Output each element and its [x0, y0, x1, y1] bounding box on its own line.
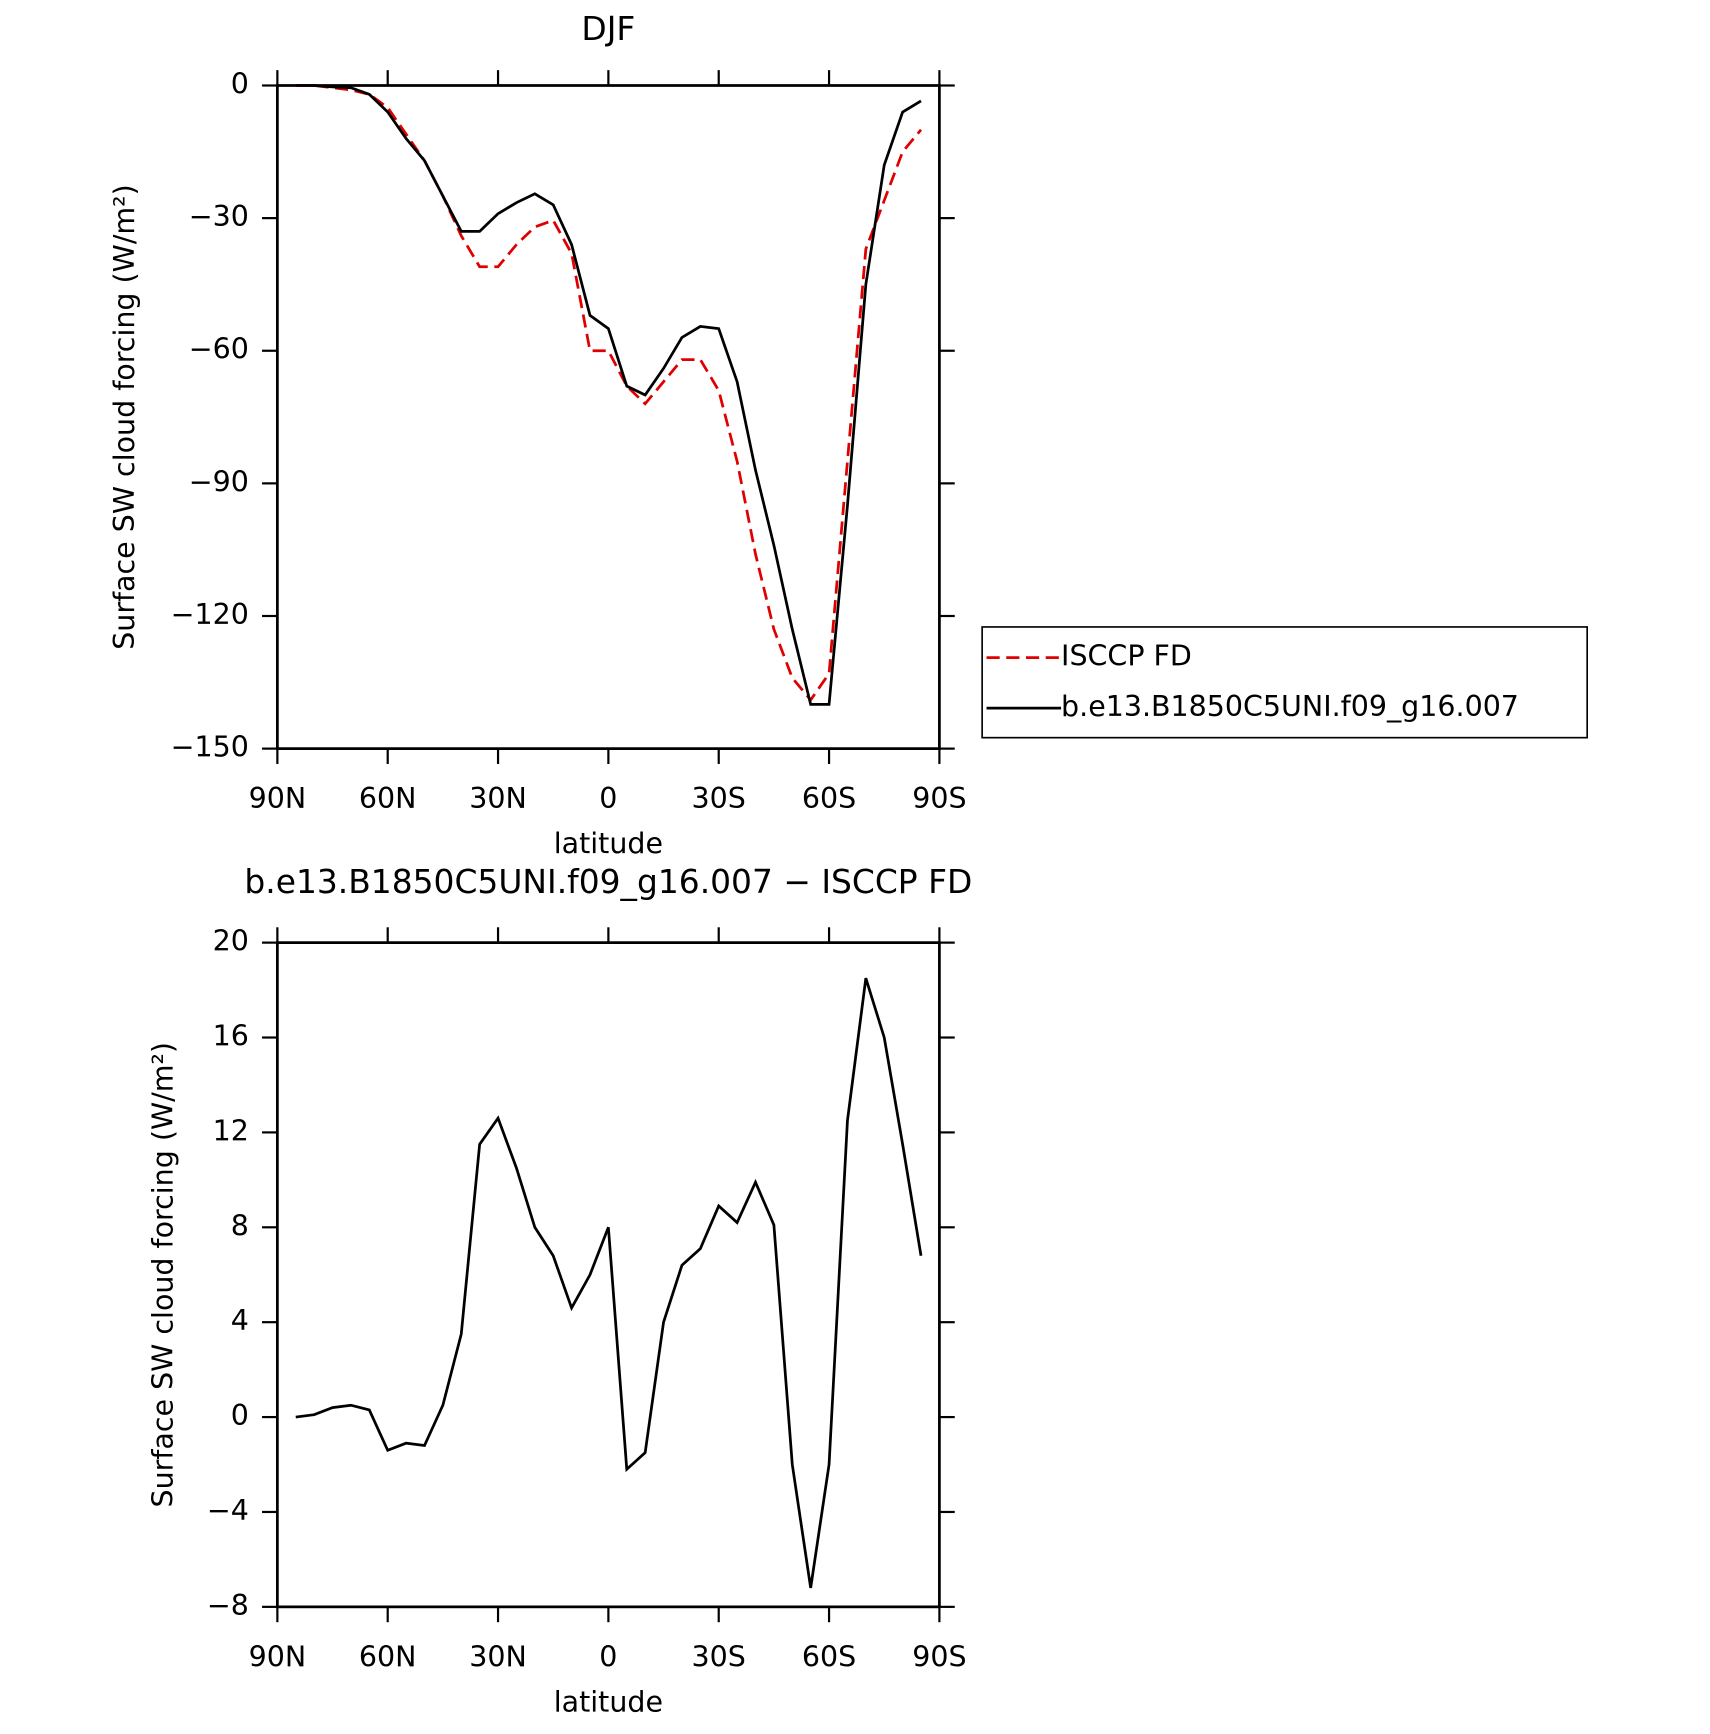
plot-frame	[275, 941, 941, 1609]
legend-label: b.e13.B1850C5UNI.f09_g16.007	[1061, 690, 1519, 723]
y-tick-label: 20	[213, 925, 249, 958]
x-axis-label: latitude	[554, 1685, 663, 1718]
y-tick-label: 0	[231, 67, 249, 100]
x-tick-label: 60N	[359, 1640, 417, 1673]
chart-title: b.e13.B1850C5UNI.f09_g16.007 − ISCCP FD	[244, 862, 972, 901]
x-tick-label: 90N	[249, 1640, 307, 1673]
x-axis-label: latitude	[554, 827, 663, 860]
data-line	[295, 84, 922, 706]
data-line	[295, 84, 923, 703]
y-tick-label: −30	[189, 200, 249, 233]
x-tick-label: 90N	[249, 782, 307, 815]
plot-frame	[275, 84, 941, 750]
y-tick-label: 0	[231, 1399, 249, 1432]
x-tick-label: 60N	[359, 782, 417, 815]
x-tick-label: 60S	[802, 1640, 856, 1673]
x-tick-label: 30N	[469, 782, 527, 815]
y-axis-label: Surface SW cloud forcing (W/m²)	[108, 184, 141, 650]
y-tick-label: 8	[231, 1209, 249, 1242]
x-tick-label: 30N	[469, 1640, 527, 1673]
legend-box	[981, 626, 1589, 739]
y-tick-label: 4	[231, 1304, 249, 1337]
x-tick-label: 60S	[802, 782, 856, 815]
y-axis-label: Surface SW cloud forcing (W/m²)	[146, 1042, 179, 1508]
x-tick-label: 0	[599, 1640, 617, 1673]
x-tick-label: 30S	[692, 782, 746, 815]
data-line	[295, 977, 923, 1589]
y-tick-label: −4	[207, 1494, 249, 1527]
chart-title: DJF	[581, 9, 635, 48]
x-tick-label: 30S	[692, 1640, 746, 1673]
legend-label: ISCCP FD	[1061, 640, 1192, 673]
y-tick-label: −120	[171, 598, 249, 631]
x-tick-label: 0	[599, 782, 617, 815]
y-tick-label: −8	[207, 1589, 249, 1622]
x-tick-label: 90S	[912, 1640, 966, 1673]
y-tick-label: −90	[189, 465, 249, 498]
y-tick-label: −150	[171, 731, 249, 764]
x-tick-label: 90S	[912, 782, 966, 815]
y-tick-label: −60	[189, 333, 249, 366]
y-tick-label: 12	[213, 1114, 249, 1147]
y-tick-label: 16	[213, 1020, 249, 1053]
